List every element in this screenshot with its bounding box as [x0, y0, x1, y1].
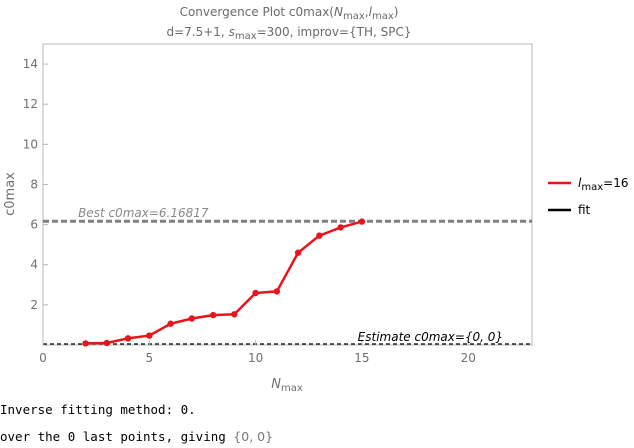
data-point	[209, 311, 217, 319]
convergence-chart: Convergence Plot c0max(Nmax,lmax) d=7.5+…	[3, 5, 628, 394]
x-tick-label: 20	[461, 351, 476, 365]
legend-label-series: lmax=16	[578, 176, 628, 193]
reference-lines	[43, 219, 532, 345]
x-axis-label: Nmax	[271, 377, 303, 394]
data-point	[188, 315, 196, 322]
output-points-text: over the 0 last points, giving	[0, 429, 234, 444]
data-point	[273, 288, 281, 295]
data-point	[316, 232, 323, 239]
output-line-points: over the 0 last points, giving {0, 0}	[0, 429, 273, 444]
legend-label-fit: fit	[578, 203, 591, 217]
chart-subtitle: d=7.5+1, smax=300, improv={TH, SPC}	[166, 25, 411, 42]
data-point	[146, 332, 153, 339]
y-tick-label: 14	[23, 57, 38, 71]
y-tick-label: 6	[30, 218, 38, 232]
data-point	[231, 311, 238, 318]
y-axis-label: c0max	[3, 172, 18, 216]
axis-ticks: 0 5 10 15 20 2 4 6 8 10 12 14	[23, 57, 476, 365]
x-tick-label: 10	[248, 351, 263, 365]
data-point	[294, 249, 302, 256]
series-line	[85, 220, 363, 345]
y-tick-label: 4	[30, 258, 38, 272]
best-annotation: Best c0max=6.16817	[78, 206, 209, 220]
data-point	[82, 340, 89, 347]
y-tick-label: 10	[23, 137, 38, 151]
output-result-value: {0, 0}	[233, 429, 274, 444]
data-point	[252, 289, 259, 297]
data-point	[358, 218, 366, 225]
data-point	[167, 320, 174, 327]
output-line-method: Inverse fitting method: 0.	[0, 402, 196, 417]
x-tick-label: 15	[354, 351, 369, 365]
x-tick-label: 5	[145, 351, 153, 365]
series-group	[82, 218, 366, 347]
y-tick-label: 8	[30, 177, 38, 191]
x-tick-label: 0	[39, 351, 47, 365]
y-tick-label: 2	[30, 298, 38, 312]
y-tick-label: 12	[23, 97, 38, 111]
estimate-annotation: Estimate c0max={0, 0}	[358, 330, 503, 344]
legend: lmax=16 fit	[548, 176, 628, 217]
plot-frame	[42, 43, 533, 346]
data-point	[337, 224, 344, 231]
chart-title: Convergence Plot c0max(Nmax,lmax)	[180, 5, 399, 22]
data-point	[124, 335, 132, 342]
data-point	[103, 339, 110, 347]
